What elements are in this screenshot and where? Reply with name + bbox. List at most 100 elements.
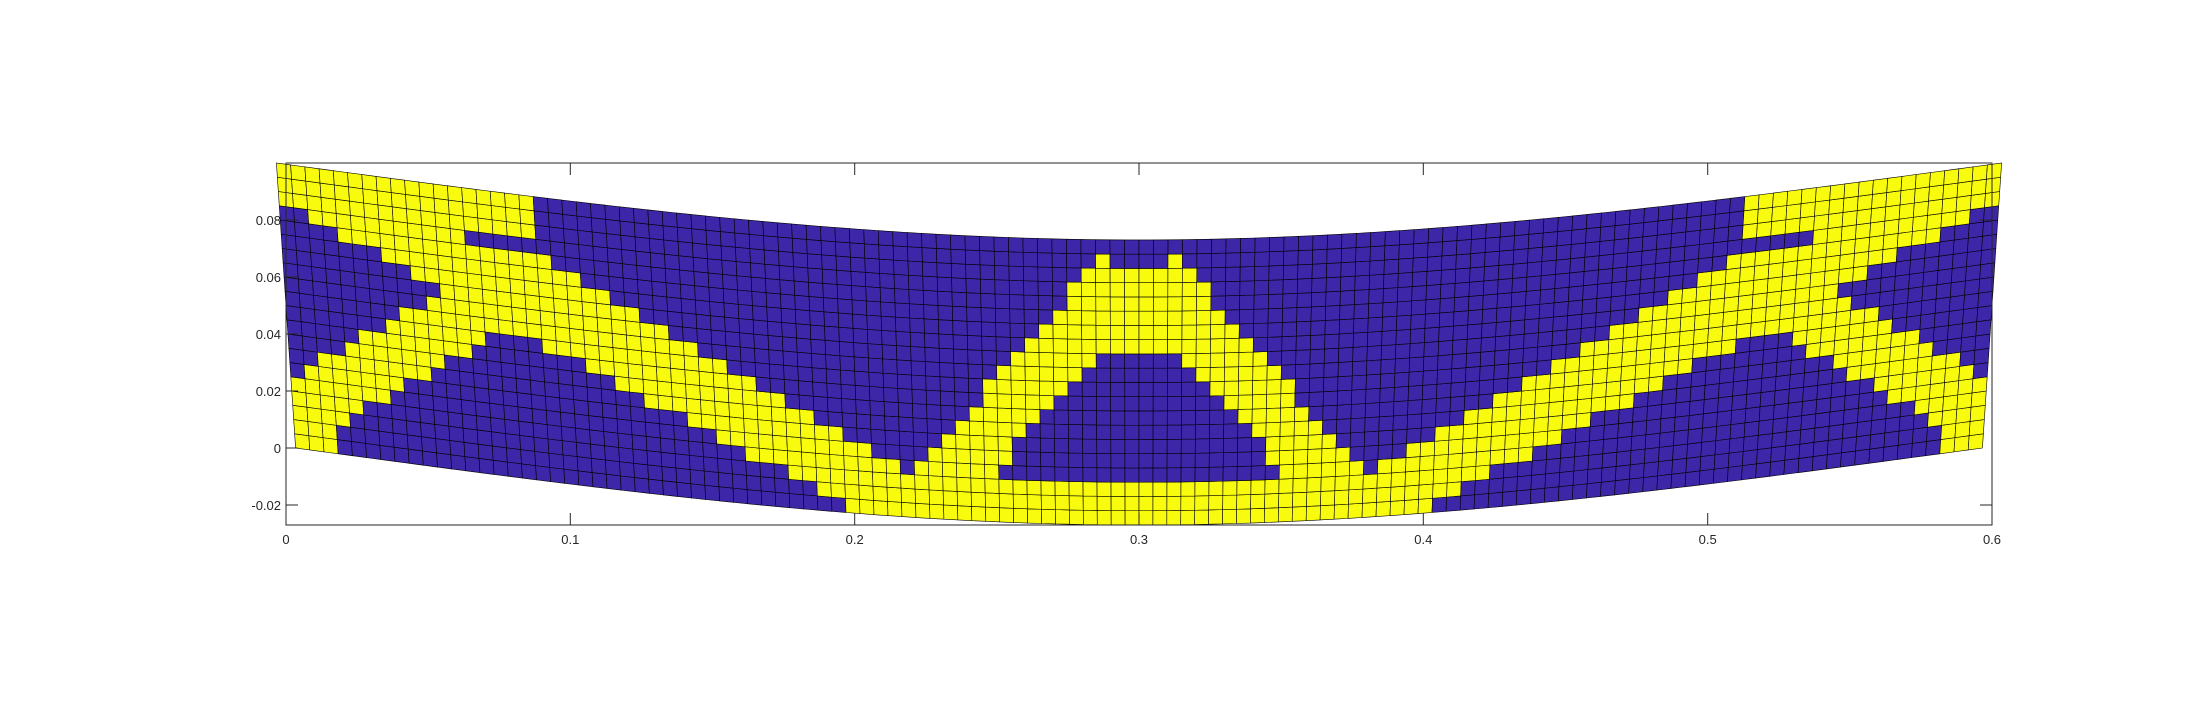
mesh-cell <box>1729 196 1746 213</box>
mesh-cell <box>1873 375 1890 393</box>
mesh-cell <box>1635 348 1652 366</box>
mesh-cell <box>1370 231 1386 248</box>
mesh-cell <box>1938 239 1955 257</box>
mesh-cell <box>1338 347 1354 363</box>
mesh-cell <box>417 379 434 397</box>
mesh-cell <box>1819 340 1836 358</box>
mesh-cell <box>1887 373 1904 391</box>
mesh-cell <box>1307 448 1323 464</box>
mesh-cell <box>1965 264 1981 282</box>
mesh-cell <box>1067 395 1083 411</box>
mesh-cell <box>1598 253 1614 271</box>
mesh-cell <box>1654 261 1671 279</box>
mesh-cell <box>1639 277 1656 295</box>
mesh-cell <box>1842 195 1859 213</box>
mesh-cell <box>1437 340 1454 357</box>
mesh-cell <box>1679 315 1696 333</box>
mesh-cell <box>331 353 348 371</box>
mesh-cell <box>1403 499 1419 515</box>
mesh-cell <box>1875 347 1891 364</box>
mesh-cell <box>1490 434 1506 452</box>
mesh-cell <box>1051 267 1068 283</box>
mesh-cell <box>839 341 855 358</box>
mesh-cell <box>695 313 712 331</box>
mesh-cell <box>1166 453 1182 469</box>
mesh-cell <box>1310 305 1326 322</box>
mesh-cell <box>351 229 367 247</box>
mesh-cell <box>577 229 594 247</box>
mesh-cell <box>1424 326 1440 343</box>
mesh-cell <box>1124 424 1140 440</box>
mesh-cell <box>1933 310 1950 328</box>
mesh-cell <box>1902 357 1919 375</box>
mesh-cell <box>687 426 704 443</box>
mesh-cell <box>1408 356 1425 373</box>
mesh-cell <box>1952 237 1969 255</box>
mesh-cell <box>1066 310 1082 326</box>
mesh-cell <box>1732 379 1748 397</box>
mesh-cell <box>1629 207 1645 225</box>
mesh-cell <box>721 259 738 277</box>
mesh-cell <box>466 272 483 290</box>
mesh-cell <box>1409 342 1425 359</box>
mesh-cell <box>1082 495 1098 511</box>
mesh-cell <box>1630 434 1647 451</box>
mesh-cell <box>489 402 505 420</box>
mesh-cell <box>508 263 525 281</box>
mesh-cell <box>1549 372 1566 389</box>
mesh-cell <box>661 466 678 483</box>
mesh-cell <box>293 207 310 225</box>
mesh-cell <box>1452 338 1468 355</box>
mesh-cell <box>909 303 925 320</box>
mesh-cell <box>356 314 373 332</box>
mesh-cell <box>1334 489 1350 506</box>
mesh-cell <box>1810 256 1827 274</box>
mesh-cell <box>1264 493 1280 509</box>
mesh-cell <box>547 197 563 215</box>
mesh-cell <box>921 247 938 263</box>
mesh-cell <box>1181 395 1197 412</box>
mesh-cell <box>1877 304 1894 322</box>
mesh-cell <box>1459 494 1475 511</box>
mesh-cell <box>378 218 395 236</box>
mesh-cell <box>716 443 732 460</box>
mesh-cell <box>399 320 416 338</box>
mesh-cell <box>1600 466 1617 483</box>
mesh-cell <box>1037 280 1053 297</box>
mesh-cell <box>365 443 382 460</box>
mesh-cell <box>1138 239 1154 255</box>
mesh-cell <box>308 223 325 241</box>
mesh-cell <box>1398 229 1415 246</box>
mesh-cell <box>533 436 550 454</box>
mesh-cell <box>580 286 597 304</box>
mesh-cell <box>514 363 531 381</box>
mesh-cell <box>1540 274 1556 291</box>
mesh-cell <box>1636 334 1652 352</box>
mesh-cell <box>476 203 493 221</box>
mesh-cell <box>1362 473 1378 490</box>
mesh-cell <box>1040 451 1056 468</box>
mesh-cell <box>1738 279 1755 297</box>
mesh-cell <box>1238 351 1254 368</box>
mesh-cell <box>1152 481 1168 497</box>
mesh-cell <box>558 383 575 400</box>
mesh-cell <box>1638 291 1655 309</box>
mesh-cell <box>950 263 967 279</box>
mesh-cell <box>1039 409 1055 425</box>
mesh-cell <box>1363 445 1379 461</box>
mesh-cell <box>1797 456 1814 474</box>
mesh-cell <box>447 411 464 429</box>
mesh-cell <box>834 227 851 244</box>
mesh-cell <box>588 415 605 432</box>
mesh-cell <box>1870 418 1887 436</box>
mesh-cell <box>1968 221 1984 239</box>
mesh-cell <box>1391 457 1407 474</box>
mesh-cell <box>1482 279 1499 296</box>
mesh-cell <box>1153 325 1168 340</box>
mesh-cell <box>1511 276 1528 294</box>
mesh-cell <box>1863 306 1880 324</box>
mesh-cell <box>1897 216 1914 234</box>
mesh-cell <box>1456 224 1473 241</box>
mesh-cell <box>824 325 840 342</box>
mesh-cell <box>869 400 885 417</box>
